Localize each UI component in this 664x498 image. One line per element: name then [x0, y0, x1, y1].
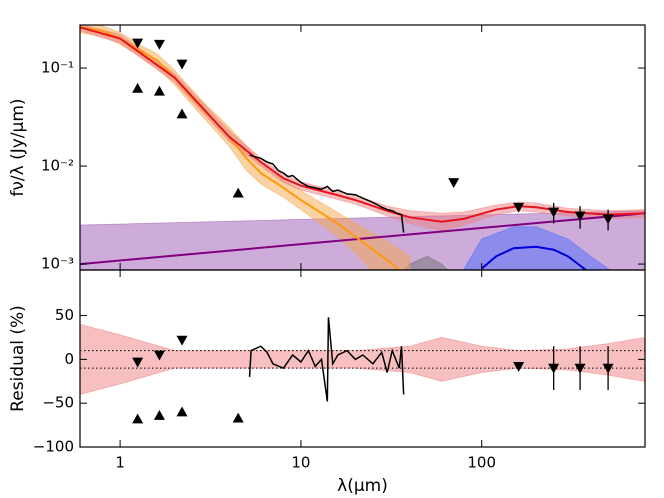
uncertainty-band: [80, 25, 645, 231]
data-point: [548, 207, 560, 218]
data-point: [176, 59, 188, 70]
model-line: [80, 212, 645, 266]
data-point: [132, 82, 144, 93]
model-line: [80, 26, 645, 223]
uncertainty-band: [403, 255, 449, 270]
data-point: [602, 363, 614, 374]
data-point: [548, 363, 560, 374]
plot-area: [80, 317, 645, 424]
data-point: [153, 85, 165, 96]
data-point: [602, 214, 614, 225]
x-axis-label: λ(μm): [337, 476, 388, 496]
y-tick-label: 0: [64, 350, 74, 368]
model-line: [481, 245, 588, 270]
data-point: [574, 363, 586, 374]
y-tick-label: 10⁻³: [41, 255, 74, 273]
data-point: [153, 39, 165, 50]
plot-area: [80, 25, 645, 270]
uncertainty-band: [463, 226, 612, 270]
data-point: [132, 357, 144, 368]
y-axis-label: Residual (%): [8, 305, 28, 412]
uncertainty-band: [80, 323, 645, 395]
axes-frame: [79, 269, 646, 448]
data-point: [176, 406, 188, 417]
data-point: [513, 361, 525, 372]
data-point: [232, 187, 244, 198]
data-point: [153, 409, 165, 420]
y-tick-label: 50: [55, 306, 74, 324]
data-point: [448, 178, 460, 188]
data-point: [153, 350, 165, 361]
data-point: [176, 108, 188, 119]
y-tick-label: 10⁻²: [41, 157, 74, 175]
y-tick-label: −50: [42, 394, 74, 412]
model-line: [249, 154, 405, 233]
y-axis-label: fν/λ (Jy/μm): [8, 98, 28, 196]
data-point: [513, 202, 525, 213]
x-tick-label: 10: [291, 454, 310, 472]
data-point: [176, 335, 188, 346]
y-tick-label: −100: [33, 438, 74, 456]
y-tick-label: 10⁻¹: [41, 59, 74, 77]
data-point: [132, 413, 144, 424]
x-tick-label: 1: [115, 454, 125, 472]
data-point: [132, 38, 144, 49]
data-point: [232, 412, 244, 423]
model-line: [248, 317, 405, 402]
data-point: [574, 211, 586, 222]
x-tick-label: 100: [467, 454, 496, 472]
